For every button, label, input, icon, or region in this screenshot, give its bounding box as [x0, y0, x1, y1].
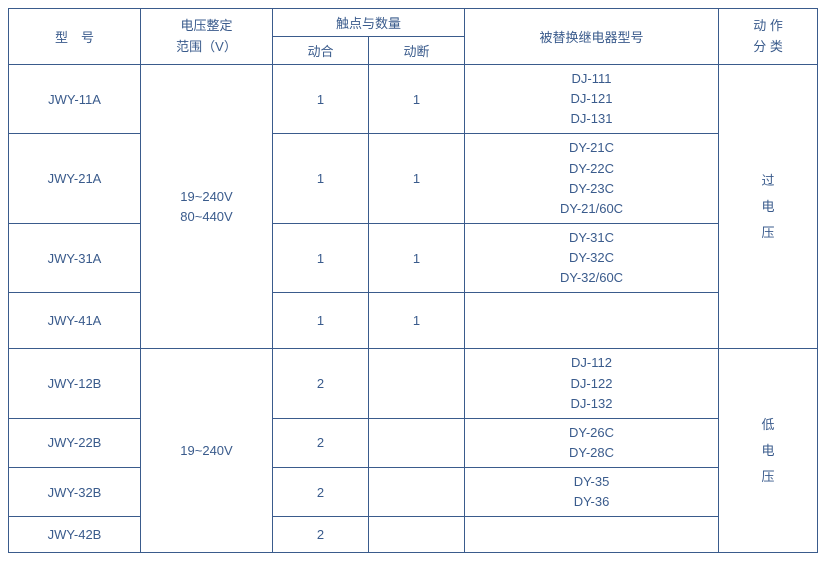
replace-list: DY-21CDY-22CDY-23CDY-21/60C — [471, 138, 712, 219]
specs-table: 型 号 电压整定范围（V） 触点与数量 被替换继电器型号 动 作分 类 动合 动… — [8, 8, 818, 553]
table-row: JWY-21A 1 1 DY-21CDY-22CDY-23CDY-21/60C — [9, 134, 818, 224]
cell-range-a: 19~240V80~440V — [141, 65, 273, 349]
replace-list: DY-26CDY-28C — [471, 423, 712, 463]
cell-model: JWY-31A — [9, 223, 141, 292]
cell-c2: 1 — [369, 293, 465, 349]
replace-list: DY-31CDY-32CDY-32/60C — [471, 228, 712, 288]
header-contact-open: 动断 — [369, 37, 465, 65]
header-model: 型 号 — [9, 9, 141, 65]
cell-c1: 1 — [273, 293, 369, 349]
cell-c1: 2 — [273, 468, 369, 517]
table-row: JWY-32B 2 DY-35DY-36 — [9, 468, 818, 517]
cell-replace — [465, 517, 719, 553]
table-row: JWY-31A 1 1 DY-31CDY-32CDY-32/60C — [9, 223, 818, 292]
action-a-text: 过电压 — [725, 168, 811, 246]
header-contacts-group: 触点与数量 — [273, 9, 465, 37]
replace-list: DJ-111DJ-121DJ-131 — [471, 69, 712, 129]
header-action-text: 动 作分 类 — [725, 16, 811, 56]
range-b-text: 19~240V — [147, 441, 266, 461]
table-row: JWY-11A 19~240V80~440V 1 1 DJ-111DJ-121D… — [9, 65, 818, 134]
cell-model: JWY-22B — [9, 418, 141, 467]
cell-replace: DJ-111DJ-121DJ-131 — [465, 65, 719, 134]
cell-action-a: 过电压 — [719, 65, 818, 349]
cell-replace: DY-31CDY-32CDY-32/60C — [465, 223, 719, 292]
cell-c1: 1 — [273, 134, 369, 224]
cell-action-b: 低电压 — [719, 349, 818, 553]
cell-c2: 1 — [369, 223, 465, 292]
cell-replace: DJ-112DJ-122DJ-132 — [465, 349, 719, 418]
header-contact-close: 动合 — [273, 37, 369, 65]
cell-model: JWY-12B — [9, 349, 141, 418]
cell-model: JWY-41A — [9, 293, 141, 349]
cell-c2: 1 — [369, 134, 465, 224]
cell-c2 — [369, 468, 465, 517]
table-row: JWY-42B 2 — [9, 517, 818, 553]
table-row: JWY-12B 19~240V 2 DJ-112DJ-122DJ-132 低电压 — [9, 349, 818, 418]
cell-replace: DY-21CDY-22CDY-23CDY-21/60C — [465, 134, 719, 224]
cell-model: JWY-11A — [9, 65, 141, 134]
header-row-1: 型 号 电压整定范围（V） 触点与数量 被替换继电器型号 动 作分 类 — [9, 9, 818, 37]
action-b-text: 低电压 — [725, 412, 811, 490]
cell-c1: 1 — [273, 65, 369, 134]
cell-c1: 2 — [273, 349, 369, 418]
table-row: JWY-41A 1 1 — [9, 293, 818, 349]
cell-c1: 2 — [273, 418, 369, 467]
cell-c1: 2 — [273, 517, 369, 553]
cell-c1: 1 — [273, 223, 369, 292]
cell-replace — [465, 293, 719, 349]
cell-c2 — [369, 349, 465, 418]
cell-model: JWY-42B — [9, 517, 141, 553]
table-row: JWY-22B 2 DY-26CDY-28C — [9, 418, 818, 467]
cell-c2: 1 — [369, 65, 465, 134]
range-a-text: 19~240V80~440V — [147, 187, 266, 227]
cell-range-b: 19~240V — [141, 349, 273, 553]
header-range-text: 电压整定范围（V） — [147, 16, 266, 56]
replace-list: DY-35DY-36 — [471, 472, 712, 512]
header-action: 动 作分 类 — [719, 9, 818, 65]
cell-replace: DY-35DY-36 — [465, 468, 719, 517]
cell-c2 — [369, 517, 465, 553]
header-range: 电压整定范围（V） — [141, 9, 273, 65]
cell-model: JWY-32B — [9, 468, 141, 517]
replace-list: DJ-112DJ-122DJ-132 — [471, 353, 712, 413]
cell-c2 — [369, 418, 465, 467]
cell-replace: DY-26CDY-28C — [465, 418, 719, 467]
cell-model: JWY-21A — [9, 134, 141, 224]
header-replaced: 被替换继电器型号 — [465, 9, 719, 65]
